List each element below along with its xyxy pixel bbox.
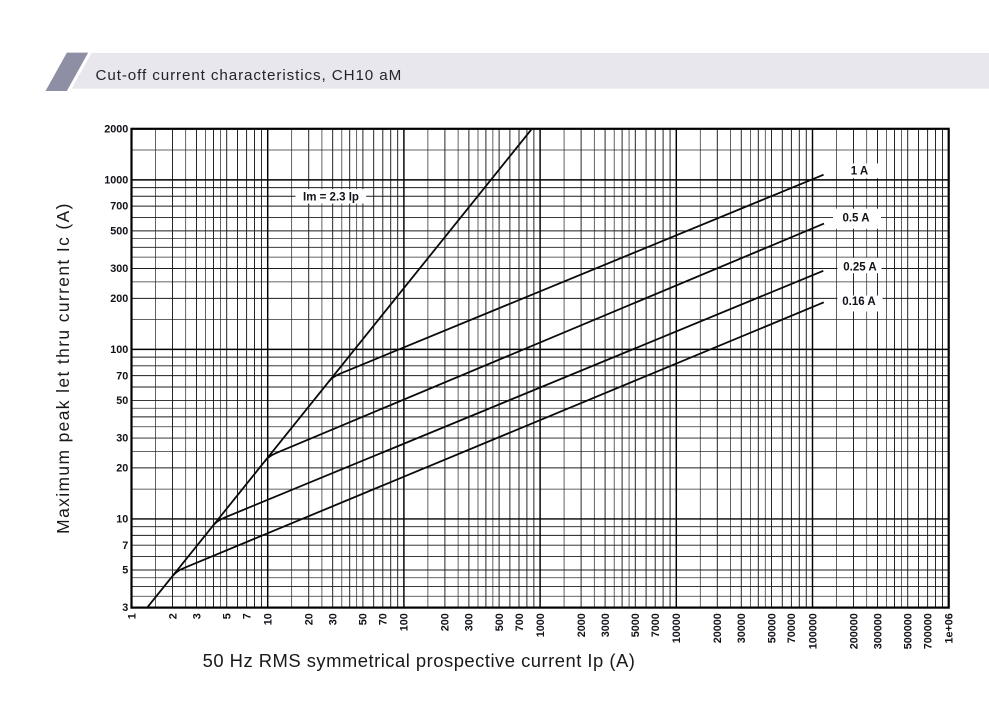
- svg-text:300000: 300000: [872, 613, 884, 649]
- svg-text:5: 5: [122, 565, 128, 577]
- svg-text:Cut-off current characteristic: Cut-off current characteristics, CH10 aM: [96, 67, 403, 84]
- svg-text:70000: 70000: [786, 613, 798, 643]
- svg-text:100: 100: [110, 344, 128, 356]
- svg-text:2: 2: [167, 613, 179, 619]
- svg-text:50: 50: [358, 613, 370, 625]
- svg-text:700: 700: [110, 201, 128, 213]
- svg-text:20000: 20000: [712, 613, 724, 643]
- svg-text:700000: 700000: [922, 613, 934, 649]
- svg-text:7000: 7000: [650, 613, 662, 637]
- svg-text:2000: 2000: [576, 613, 588, 637]
- svg-text:70: 70: [378, 613, 390, 625]
- svg-text:0.5 A: 0.5 A: [842, 213, 869, 225]
- svg-text:5: 5: [222, 613, 234, 619]
- svg-text:300: 300: [110, 263, 128, 275]
- svg-text:200000: 200000: [848, 613, 860, 649]
- svg-text:1 A: 1 A: [851, 166, 868, 178]
- svg-text:70: 70: [116, 370, 128, 382]
- svg-text:3000: 3000: [600, 613, 612, 637]
- svg-text:10: 10: [263, 613, 275, 625]
- svg-text:Im = 2.3 Ip: Im = 2.3 Ip: [303, 191, 359, 203]
- svg-text:30: 30: [116, 433, 128, 445]
- svg-text:500: 500: [110, 226, 128, 238]
- svg-text:200: 200: [110, 293, 128, 305]
- svg-text:1000: 1000: [535, 613, 547, 637]
- svg-text:50 Hz RMS symmetrical prospect: 50 Hz RMS symmetrical prospective curren…: [203, 650, 636, 671]
- svg-text:200: 200: [440, 613, 452, 631]
- svg-text:2000: 2000: [104, 123, 128, 135]
- svg-text:7: 7: [122, 540, 128, 552]
- svg-text:1: 1: [126, 613, 138, 619]
- svg-text:1e+06: 1e+06: [944, 613, 956, 643]
- svg-text:700: 700: [514, 613, 526, 631]
- svg-text:5000: 5000: [630, 613, 642, 637]
- svg-text:20: 20: [304, 613, 316, 625]
- svg-text:300: 300: [464, 613, 476, 631]
- svg-text:10: 10: [116, 514, 128, 526]
- svg-text:0.16 A: 0.16 A: [842, 296, 875, 308]
- svg-text:7: 7: [241, 613, 253, 619]
- svg-text:100000: 100000: [807, 613, 819, 649]
- svg-text:0.25 A: 0.25 A: [843, 261, 876, 273]
- svg-text:Maximum peak let thru current: Maximum peak let thru current Ic (A): [53, 202, 73, 534]
- svg-text:10000: 10000: [671, 613, 683, 643]
- svg-text:30: 30: [328, 613, 340, 625]
- svg-text:3: 3: [191, 613, 203, 619]
- svg-text:50000: 50000: [766, 613, 778, 643]
- svg-text:500000: 500000: [903, 613, 915, 649]
- svg-text:500: 500: [494, 613, 506, 631]
- svg-text:20: 20: [116, 463, 128, 475]
- svg-text:30000: 30000: [736, 613, 748, 643]
- svg-text:1000: 1000: [104, 174, 128, 186]
- svg-text:100: 100: [399, 613, 411, 631]
- svg-text:3: 3: [122, 602, 128, 614]
- svg-text:50: 50: [116, 395, 128, 407]
